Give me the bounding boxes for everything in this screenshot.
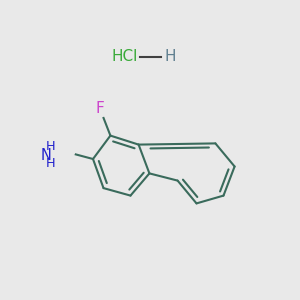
Text: H: H — [165, 50, 176, 64]
Text: H: H — [45, 157, 55, 170]
Text: N: N — [41, 148, 52, 163]
Text: HCl: HCl — [112, 50, 138, 64]
Text: F: F — [95, 101, 104, 116]
Circle shape — [58, 143, 74, 160]
Circle shape — [92, 100, 108, 117]
Text: H: H — [45, 140, 55, 154]
